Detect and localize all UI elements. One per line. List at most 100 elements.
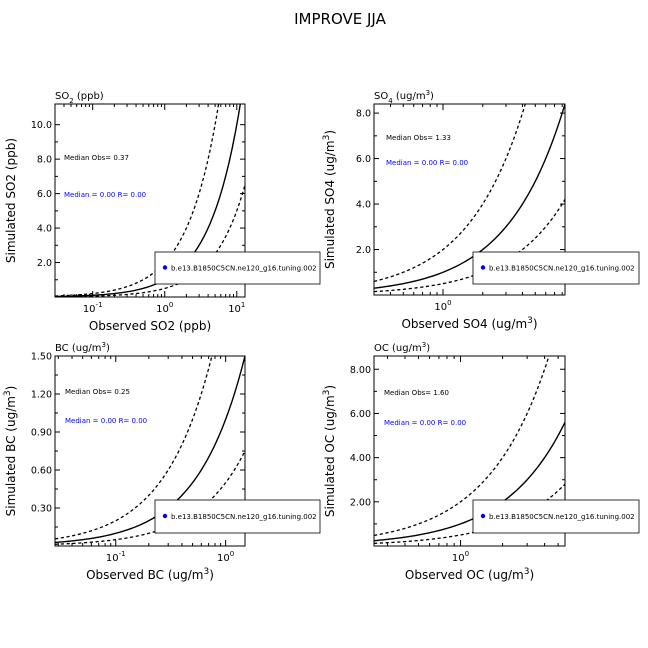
script-text: 3 xyxy=(203,567,209,577)
text-part: ) xyxy=(533,317,538,331)
y-tick-label: 10.0 xyxy=(31,120,52,131)
text-part: Simulated SO4 (ug/m xyxy=(323,140,337,269)
reference-line-2to1 xyxy=(55,104,220,297)
x-axis-label: Observed OC (ug/m3) xyxy=(405,567,534,582)
text-part: Simulated BC (ug/m xyxy=(4,396,18,516)
y-axis-label: Simulated BC (ug/m3) xyxy=(3,386,18,517)
chart-panels: SO2 (ppb)2.04.06.08.010.010-1 100 101Obser… xyxy=(3,89,640,582)
text-part: ) xyxy=(430,91,434,102)
y-tick-label: 0.60 xyxy=(31,466,52,477)
x-tick-label: 100 xyxy=(156,301,173,315)
y-axis-label: Simulated OC (ug/m3) xyxy=(322,385,337,517)
x-tick-base: 10 xyxy=(106,553,119,564)
y-tick-label: 4.0 xyxy=(356,200,371,211)
x-tick-label: 101 xyxy=(228,301,245,315)
y-tick-label: 0.30 xyxy=(31,504,52,515)
y-tick-label: 8.0 xyxy=(356,109,371,120)
text-part: ) xyxy=(529,568,534,582)
x-tick-base: 10 xyxy=(228,304,241,315)
y-tick-label: 6.0 xyxy=(37,189,52,200)
text-part: ) xyxy=(106,343,110,354)
figure-title: IMPROVE JJA xyxy=(294,10,386,28)
x-tick-exponent: -1 xyxy=(96,301,103,309)
legend-box xyxy=(472,251,640,285)
panel-title: SO2 (ppb) xyxy=(55,91,104,105)
script-text: 3 xyxy=(426,89,430,97)
y-axis-ticks: 2.00 4.00 6.00 8.00 xyxy=(350,365,565,525)
reference-lines xyxy=(374,104,565,293)
y-tick-label: 4.00 xyxy=(350,453,371,464)
x-axis-label: Observed SO4 (ug/m3) xyxy=(401,316,537,331)
text-part: SO xyxy=(374,91,388,102)
text-part: ) xyxy=(323,385,337,390)
panel-title: BC (ug/m3) xyxy=(55,341,110,354)
x-tick-exponent: 0 xyxy=(169,301,173,309)
y-tick-label: 0.90 xyxy=(31,428,52,439)
y-tick-label: 4.0 xyxy=(37,224,52,235)
text-part: ) xyxy=(209,568,214,582)
y-tick-label: 6.0 xyxy=(356,154,371,165)
plot-frame xyxy=(373,103,566,296)
x-tick-base: 10 xyxy=(156,304,169,315)
legend: b.e13.B1850C5CN.ne120_g16.tuning.002 xyxy=(154,499,321,534)
legend-marker xyxy=(480,513,486,519)
script-text: 3 xyxy=(422,341,426,349)
legend-label: b.e13.B1850C5CN.ne120_g16.tuning.002 xyxy=(171,513,317,521)
x-tick-base: 10 xyxy=(434,302,447,313)
reference-line-1to1 xyxy=(55,104,242,297)
legend: b.e13.B1850C5CN.ne120_g16.tuning.002 xyxy=(154,251,321,285)
x-tick-exponent: -1 xyxy=(119,550,126,558)
median-obs-text: Median Obs= 1.33 xyxy=(386,134,451,142)
y-axis-ticks: 2.0 4.0 6.0 8.0 xyxy=(356,109,565,273)
x-tick-label: 10-1 xyxy=(83,301,103,315)
text-part: (ppb) xyxy=(74,91,104,102)
x-axis-ticks: 10-1 100 101 xyxy=(54,104,245,315)
chart-panel-so2: SO2 (ppb)2.04.06.08.010.010-1 100 101Obser… xyxy=(4,91,321,333)
model-stats-text: Median = 0.00 R= 0.00 xyxy=(65,417,147,425)
x-tick-exponent: 1 xyxy=(241,301,245,309)
y-tick-label: 8.00 xyxy=(350,365,371,376)
legend-label: b.e13.B1850C5CN.ne120_g16.tuning.002 xyxy=(489,265,635,273)
x-tick-label: 100 xyxy=(217,550,234,564)
x-tick-base: 10 xyxy=(83,304,96,315)
text-part: ) xyxy=(323,130,337,135)
legend: b.e13.B1850C5CN.ne120_g16.tuning.002 xyxy=(472,499,640,534)
reference-line-1to1 xyxy=(374,421,565,542)
y-tick-label: 8.0 xyxy=(37,155,52,166)
legend-label: b.e13.B1850C5CN.ne120_g16.tuning.002 xyxy=(171,265,317,273)
x-tick-exponent: 0 xyxy=(230,550,234,558)
text-part: ) xyxy=(4,386,18,391)
reference-line-1to1 xyxy=(374,104,565,289)
x-tick-label: 100 xyxy=(452,550,469,564)
script-text: 3 xyxy=(3,390,13,396)
reference-line-1to2 xyxy=(55,450,245,545)
text-part: Observed OC (ug/m xyxy=(405,568,524,582)
reference-line-1to1 xyxy=(55,356,245,544)
text-part: ) xyxy=(426,343,430,354)
legend-box xyxy=(472,499,640,534)
script-text: 3 xyxy=(102,341,106,349)
x-tick-base: 10 xyxy=(452,553,465,564)
y-axis-ticks: 2.0 4.0 6.0 8.0 10.0 xyxy=(31,120,245,281)
x-axis-label: Observed BC (ug/m3) xyxy=(86,567,214,582)
chart-panel-bc: BC (ug/m3) 0.30 0.60 0.90 1.20 1.50 10-1 100Obs… xyxy=(3,341,321,582)
x-tick-exponent: 0 xyxy=(465,550,469,558)
text-part: OC (ug/m xyxy=(374,343,422,354)
median-obs-text: Median Obs= 0.37 xyxy=(64,154,129,162)
plot-frame xyxy=(54,103,246,298)
median-obs-text: Median Obs= 1.60 xyxy=(384,389,449,397)
y-tick-label: 2.0 xyxy=(356,245,371,256)
y-tick-label: 2.0 xyxy=(37,258,52,269)
legend: b.e13.B1850C5CN.ne120_g16.tuning.002 xyxy=(472,251,640,285)
reference-line-1to2 xyxy=(374,199,565,293)
panel-title: OC (ug/m3) xyxy=(374,341,430,354)
y-tick-label: 1.50 xyxy=(31,352,52,363)
script-text: 2 xyxy=(69,97,73,105)
y-axis-label: Simulated SO4 (ug/m3) xyxy=(322,130,337,269)
legend-marker xyxy=(480,265,486,270)
y-tick-label: 1.20 xyxy=(31,390,52,401)
x-axis-ticks: 10-1 100 xyxy=(57,356,234,564)
script-text: 3 xyxy=(322,135,332,141)
